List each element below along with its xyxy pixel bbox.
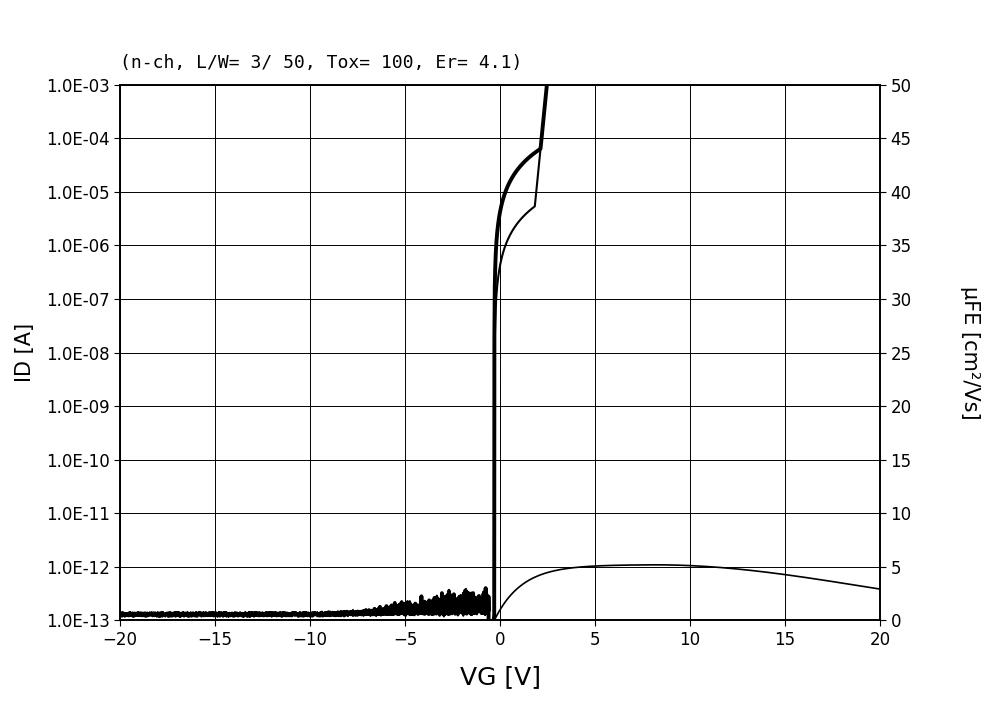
Y-axis label: ID [A]: ID [A] xyxy=(15,323,35,382)
X-axis label: VG [V]: VG [V] xyxy=(460,666,540,689)
Y-axis label: μFE [cm²/Vs]: μFE [cm²/Vs] xyxy=(960,286,980,419)
Text: (n-ch, L/W= 3/ 50, Tox= 100, Er= 4.1): (n-ch, L/W= 3/ 50, Tox= 100, Er= 4.1) xyxy=(120,54,522,72)
